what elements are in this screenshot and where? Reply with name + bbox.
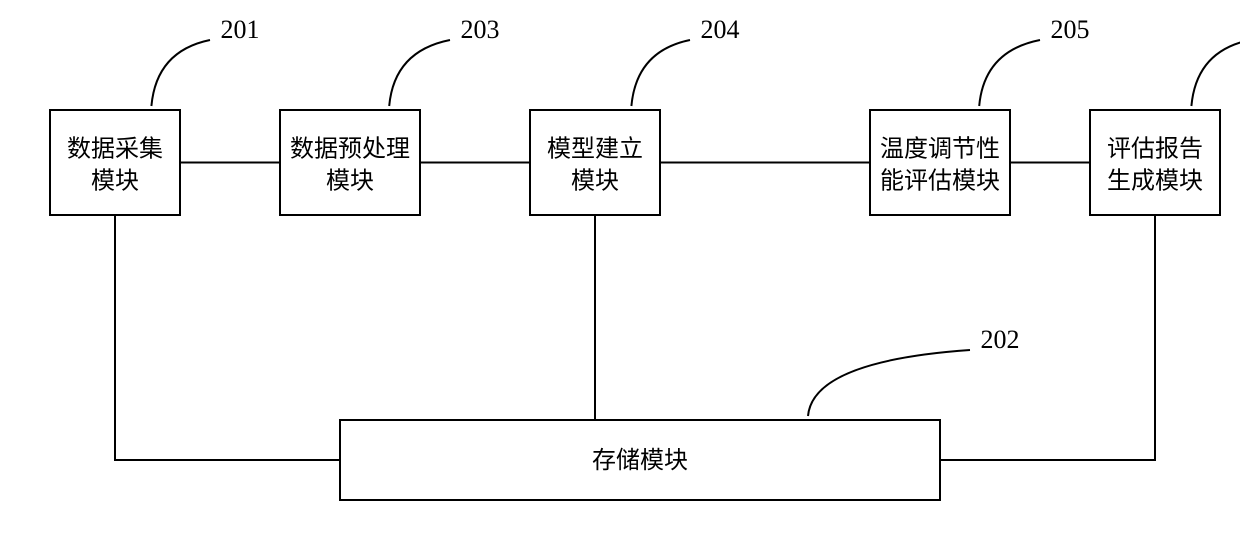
callout-label: 203 bbox=[461, 15, 500, 44]
diagram-canvas: 数据采集模块 201 数据预处理模块 203 模型建立模块 204 温度调节性能评估模块 20… bbox=[0, 0, 1240, 546]
callout-label: 205 bbox=[1051, 15, 1090, 44]
node-label: 评估报告 bbox=[1107, 136, 1203, 163]
node-label: 模块 bbox=[91, 168, 139, 195]
node-label: 能评估模块 bbox=[880, 168, 1000, 195]
node-label: 数据预处理 bbox=[290, 136, 410, 163]
node-n206 bbox=[1090, 110, 1220, 215]
connector bbox=[940, 215, 1155, 460]
node-n203 bbox=[280, 110, 420, 215]
node-label: 数据采集 bbox=[67, 136, 163, 163]
connector bbox=[115, 215, 340, 460]
callout-line bbox=[979, 40, 1040, 106]
callout-label: 201 bbox=[221, 15, 260, 44]
callout-line bbox=[389, 40, 450, 106]
callout-line bbox=[1191, 40, 1240, 106]
callout-label: 204 bbox=[701, 15, 740, 44]
node-n205 bbox=[870, 110, 1010, 215]
callout-line bbox=[631, 40, 690, 106]
callout-line bbox=[808, 350, 970, 416]
node-n201 bbox=[50, 110, 180, 215]
node-label: 模块 bbox=[326, 168, 374, 195]
node-label: 存储模块 bbox=[592, 447, 688, 474]
callout-line bbox=[151, 40, 210, 106]
node-label: 温度调节性 bbox=[880, 136, 1000, 163]
node-label: 模块 bbox=[571, 168, 619, 195]
callout-label: 202 bbox=[981, 325, 1020, 354]
node-n204 bbox=[530, 110, 660, 215]
node-label: 模型建立 bbox=[547, 136, 643, 163]
node-label: 生成模块 bbox=[1107, 168, 1203, 195]
